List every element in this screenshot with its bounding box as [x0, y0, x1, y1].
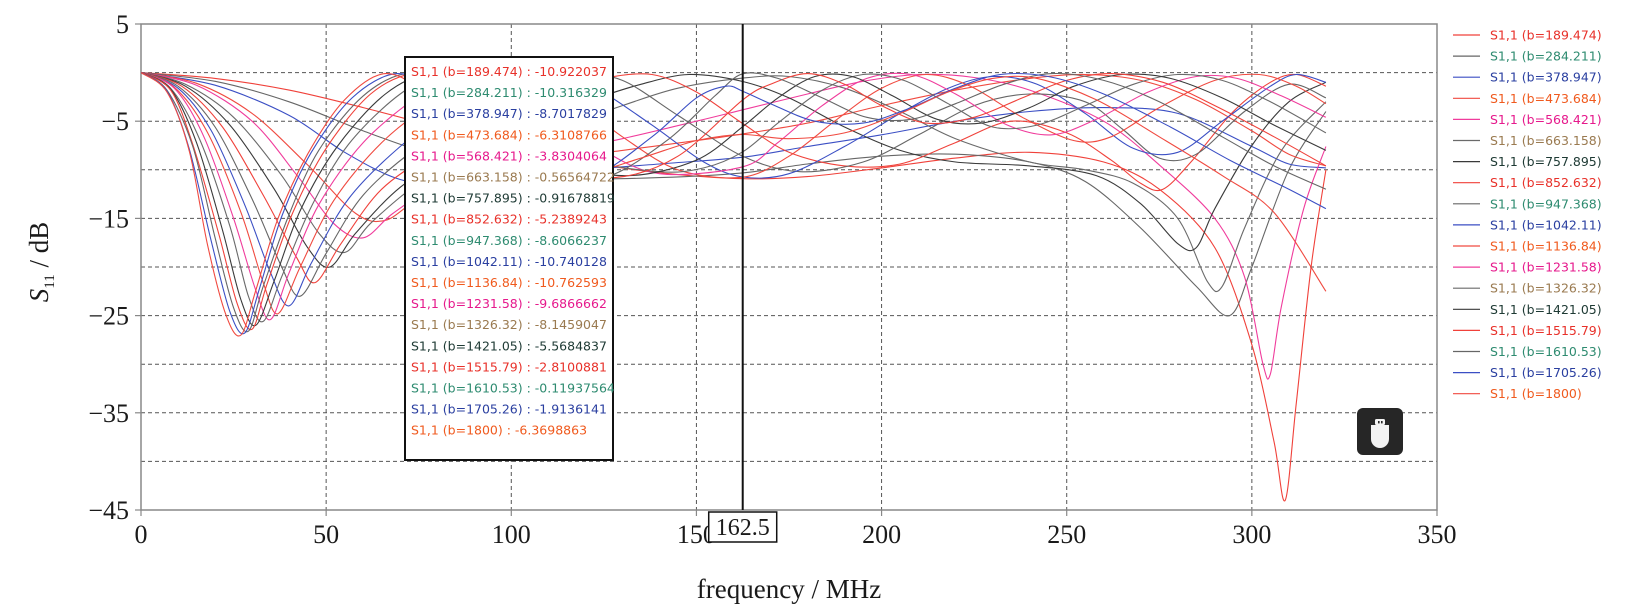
tooltip-row: S1,1 (b=189.474) : -10.922037 — [411, 64, 607, 79]
legend-label: S1,1 (b=1515.79) — [1490, 323, 1602, 338]
tooltip-row: S1,1 (b=947.368) : -8.6066237 — [411, 233, 607, 248]
tooltip-row: S1,1 (b=1515.79) : -2.8100881 — [411, 359, 607, 374]
marker-tooltip: S1,1 (b=189.474) : -10.922037 S1,1 (b=284… — [404, 56, 615, 461]
x-tick-label: 50 — [313, 520, 339, 549]
legend-item[interactable]: S1,1 (b=284.211) — [1453, 49, 1602, 64]
legend-item[interactable]: S1,1 (b=1136.84) — [1453, 239, 1602, 254]
legend-item[interactable]: S1,1 (b=852.632) — [1453, 175, 1602, 190]
x-tick-label: 350 — [1418, 520, 1457, 549]
legend-item[interactable]: S1,1 (b=378.947) — [1453, 70, 1602, 85]
tooltip-box — [404, 56, 614, 461]
grid — [141, 24, 1437, 510]
mouse-mode-button[interactable] — [1357, 408, 1403, 455]
legend-item[interactable]: S1,1 (b=1610.53) — [1453, 344, 1602, 359]
legend-label: S1,1 (b=1042.11) — [1490, 217, 1602, 232]
tooltip-row: S1,1 (b=1421.05) : -5.5684837 — [411, 338, 607, 353]
legend-label: S1,1 (b=1800) — [1490, 386, 1582, 401]
series-line-14 — [141, 72, 1327, 327]
y-axis-title-sub: 11 — [42, 274, 58, 288]
legend-item[interactable]: S1,1 (b=947.368) — [1453, 196, 1602, 211]
legend-item[interactable]: S1,1 (b=1705.26) — [1453, 365, 1602, 380]
legend-item[interactable]: S1,1 (b=1326.32) — [1453, 281, 1602, 296]
legend-label: S1,1 (b=947.368) — [1490, 196, 1602, 211]
y-axis-title-unit: / dB — [24, 222, 54, 275]
legend-label: S1,1 (b=284.211) — [1490, 49, 1602, 64]
x-tick-label: 100 — [492, 520, 531, 549]
series-line-2 — [141, 72, 1327, 317]
legend-item[interactable]: S1,1 (b=1042.11) — [1453, 217, 1602, 232]
tooltip-row: S1,1 (b=1800) : -6.3698863 — [411, 423, 587, 438]
legend-item[interactable]: S1,1 (b=1800) — [1453, 386, 1582, 401]
legend-item[interactable]: S1,1 (b=473.684) — [1453, 91, 1602, 106]
series-line-6 — [141, 72, 1327, 293]
mouse-icon — [1371, 419, 1389, 448]
tooltip-row: S1,1 (b=757.895) : -0.91678819 — [411, 191, 615, 206]
x-axis: 0 50 100 150 200 250 300 350 — [135, 510, 1457, 549]
legend: S1,1 (b=189.474) S1,1 (b=284.211) S1,1 (b=… — [1453, 28, 1602, 401]
tooltip-row: S1,1 (b=378.947) : -8.7017829 — [411, 106, 607, 121]
y-tick-label: −25 — [88, 302, 129, 331]
x-axis-title: frequency / MHz — [697, 574, 881, 604]
y-axis: 5 −5 −15 −25 −35 −45 — [88, 10, 141, 525]
legend-label: S1,1 (b=378.947) — [1490, 70, 1602, 85]
series-line-15 — [141, 72, 1327, 331]
tooltip-row: S1,1 (b=473.684) : -6.3108766 — [411, 127, 607, 142]
y-tick-label: −5 — [101, 107, 129, 136]
tooltip-row: S1,1 (b=1705.26) : -1.9136141 — [411, 402, 607, 417]
legend-item[interactable]: S1,1 (b=663.158) — [1453, 133, 1602, 148]
plot-frame — [140, 23, 1438, 511]
series-line-12 — [141, 72, 1327, 321]
tooltip-row: S1,1 (b=852.632) : -5.2389243 — [411, 212, 607, 227]
tooltip-row: S1,1 (b=568.421) : -3.8304064 — [411, 148, 607, 163]
y-axis-title: S11 / dB — [24, 222, 58, 302]
series-lines — [141, 72, 1327, 502]
legend-item[interactable]: S1,1 (b=1515.79) — [1453, 323, 1602, 338]
tooltip-row: S1,1 (b=663.158) : -0.56564722 — [411, 170, 615, 185]
series-line-17 — [141, 72, 1327, 335]
series-line-1 — [141, 72, 1327, 502]
legend-label: S1,1 (b=757.895) — [1490, 154, 1602, 169]
legend-label: S1,1 (b=189.474) — [1490, 28, 1602, 43]
x-tick-label: 300 — [1232, 520, 1271, 549]
series-line-13 — [141, 72, 1327, 323]
series-line-8 — [141, 72, 1327, 284]
y-tick-label: −45 — [88, 496, 129, 525]
legend-label: S1,1 (b=1705.26) — [1490, 365, 1602, 380]
x-tick-label: 200 — [862, 520, 901, 549]
legend-label: S1,1 (b=568.421) — [1490, 112, 1602, 127]
tooltip-row: S1,1 (b=1231.58) : -9.6866662 — [411, 296, 607, 311]
series-line-9 — [141, 72, 1327, 297]
legend-item[interactable]: S1,1 (b=1421.05) — [1453, 302, 1602, 317]
tooltip-row: S1,1 (b=1042.11) : -10.740128 — [411, 254, 607, 269]
legend-label: S1,1 (b=1610.53) — [1490, 344, 1602, 359]
legend-item[interactable]: S1,1 (b=1231.58) — [1453, 260, 1602, 275]
legend-label: S1,1 (b=1136.84) — [1490, 239, 1602, 254]
series-line-5 — [141, 72, 1327, 380]
legend-item[interactable]: S1,1 (b=568.421) — [1453, 112, 1602, 127]
legend-label: S1,1 (b=1231.58) — [1490, 260, 1602, 275]
tooltip-row: S1,1 (b=1610.53) : -0.11937564 — [411, 381, 615, 396]
marker-value: 162.5 — [716, 515, 770, 541]
legend-label: S1,1 (b=663.158) — [1490, 133, 1602, 148]
series-line-16 — [141, 72, 1327, 333]
tooltip-row: S1,1 (b=1326.32) : -8.1459047 — [411, 317, 607, 332]
legend-label: S1,1 (b=852.632) — [1490, 175, 1602, 190]
series-line-4 — [141, 72, 1327, 223]
y-tick-label: 5 — [116, 10, 129, 39]
legend-item[interactable]: S1,1 (b=757.895) — [1453, 154, 1602, 169]
legend-label: S1,1 (b=473.684) — [1490, 91, 1602, 106]
y-tick-label: −35 — [88, 399, 129, 428]
y-tick-label: −15 — [88, 204, 129, 233]
y-axis-title-main: S — [24, 288, 54, 302]
legend-label: S1,1 (b=1326.32) — [1490, 281, 1602, 296]
tooltip-row: S1,1 (b=1136.84) : -10.762593 — [411, 275, 607, 290]
legend-label: S1,1 (b=1421.05) — [1490, 302, 1602, 317]
legend-item[interactable]: S1,1 (b=189.474) — [1453, 28, 1602, 43]
tooltip-row: S1,1 (b=284.211) : -10.316329 — [411, 85, 607, 100]
series-line-10 — [141, 72, 1327, 307]
frequency-marker-badge[interactable]: 162.5 — [707, 511, 778, 543]
x-tick-label: 0 — [135, 520, 148, 549]
x-tick-label: 250 — [1047, 520, 1086, 549]
